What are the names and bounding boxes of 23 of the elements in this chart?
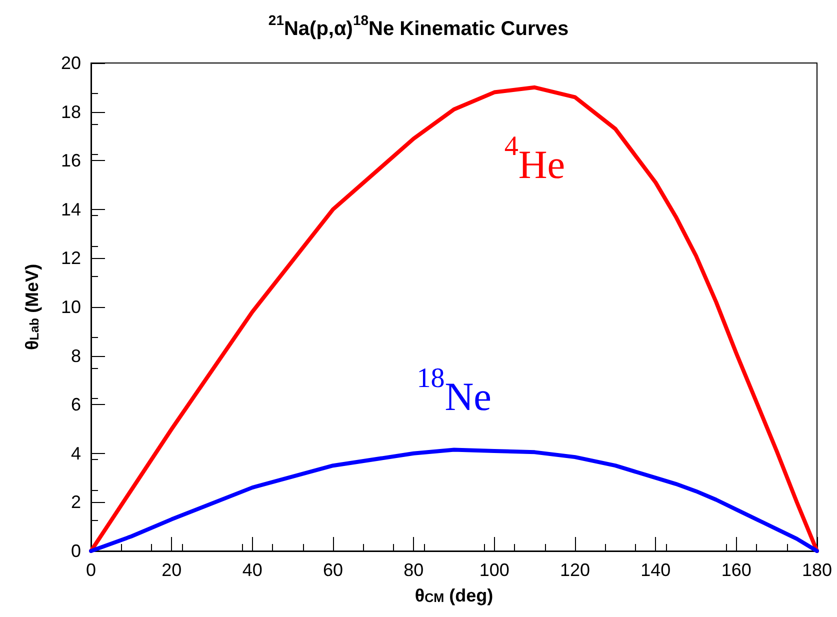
y-tick-label: 0 [70,541,81,561]
x-axis-title: θCM (deg) [414,585,494,606]
x-tick-label: 40 [242,560,262,580]
y-tick-label: 18 [60,102,81,122]
x-tick-label: 60 [322,560,344,580]
x-tick-label: 80 [404,560,424,580]
x-tick-label: 160 [721,560,752,580]
y-tick-label: 10 [60,297,81,317]
x-tick-label: 0 [86,560,96,580]
x-tick-label: 20 [162,560,182,580]
y-axis-title: θLab (MeV) [22,264,42,350]
y-tick-label: 4 [70,443,81,464]
x-tick-label: 100 [479,560,510,580]
y-tick-label: 14 [60,199,81,220]
y-tick-label: 20 [60,53,81,73]
x-tick-label: 140 [640,560,671,580]
y-tick-label: 6 [70,394,81,415]
y-tick-label: 12 [60,248,81,268]
x-tick-label: 120 [560,560,590,580]
y-tick-label: 2 [70,492,81,512]
y-tick-label: 8 [70,346,81,366]
x-tick-label: 180 [802,560,832,580]
y-tick-label: 16 [60,150,81,171]
